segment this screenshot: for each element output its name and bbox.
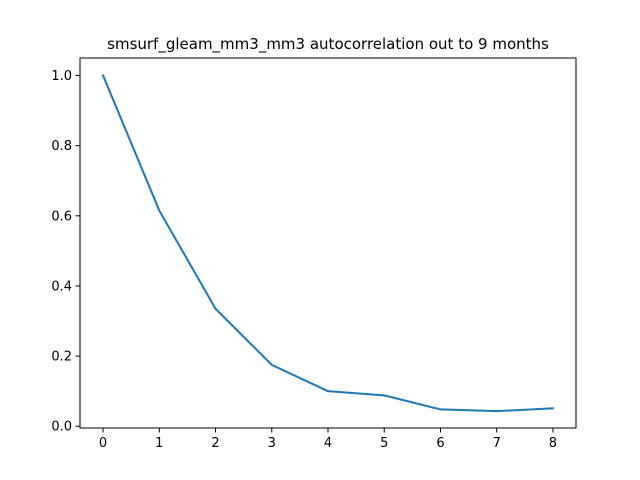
x-tick-label: 8 xyxy=(549,436,557,451)
x-tick-label: 6 xyxy=(436,436,444,451)
x-tick-label: 4 xyxy=(324,436,332,451)
x-tick-label: 1 xyxy=(155,436,163,451)
y-tick-label: 1.0 xyxy=(51,69,72,84)
plot-area xyxy=(80,58,576,428)
x-tick-label: 3 xyxy=(268,436,276,451)
x-tick-label: 7 xyxy=(493,436,501,451)
y-tick-label: 0.0 xyxy=(51,420,72,435)
y-tick-label: 0.6 xyxy=(51,209,72,224)
series-line-0 xyxy=(101,74,554,413)
y-tick-label: 0.4 xyxy=(51,279,72,294)
x-tick-label: 0 xyxy=(99,436,107,451)
y-tick-label: 0.8 xyxy=(51,139,72,154)
x-tick-label: 5 xyxy=(380,436,388,451)
y-tick-label: 0.2 xyxy=(51,350,72,365)
x-tick-label: 2 xyxy=(211,436,219,451)
chart-title: smsurf_gleam_mm3_mm3 autocorrelation out… xyxy=(107,35,549,54)
